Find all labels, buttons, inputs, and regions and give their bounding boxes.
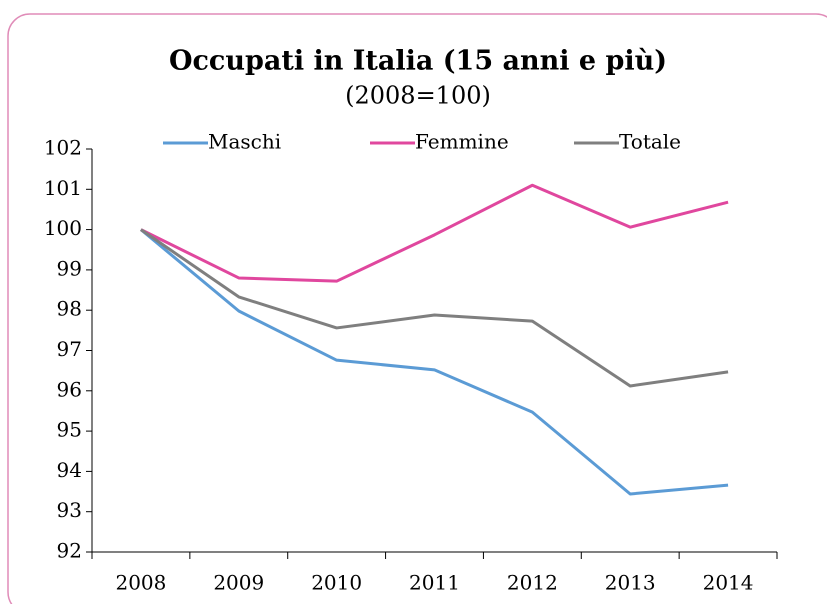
x-tick-label: 2012 (507, 571, 558, 595)
legend-label: Totale (619, 130, 681, 154)
chart-frame (7, 13, 827, 608)
line-series (139, 228, 729, 496)
y-tick-label: 95 (57, 418, 82, 442)
y-tick-label: 97 (57, 337, 82, 361)
x-tick-label: 2008 (115, 571, 166, 595)
line-series (140, 183, 729, 283)
y-tick-label: 99 (57, 256, 82, 280)
x-tick-label: 2013 (605, 571, 656, 595)
chart-title: Occupati in Italia (15 anni e più) (169, 46, 667, 77)
y-tick-label: 96 (57, 377, 82, 401)
chart-subtitle: (2008=100) (345, 82, 491, 110)
x-tick-label: 2009 (213, 571, 264, 595)
y-tick-label: 92 (57, 539, 82, 563)
line-series (140, 228, 729, 388)
x-tick-label: 2011 (409, 571, 460, 595)
y-tick-label: 101 (44, 176, 82, 200)
y-tick-label: 98 (57, 297, 82, 321)
legend-label: Maschi (208, 130, 281, 154)
x-tick-label: 2014 (703, 571, 754, 595)
legend-label: Femmine (415, 130, 509, 154)
y-tick-label: 94 (57, 458, 82, 482)
y-tick-label: 93 (57, 498, 82, 522)
y-tick-label: 100 (44, 216, 82, 240)
y-tick-label: 102 (44, 136, 82, 160)
x-tick-label: 2010 (311, 571, 362, 595)
